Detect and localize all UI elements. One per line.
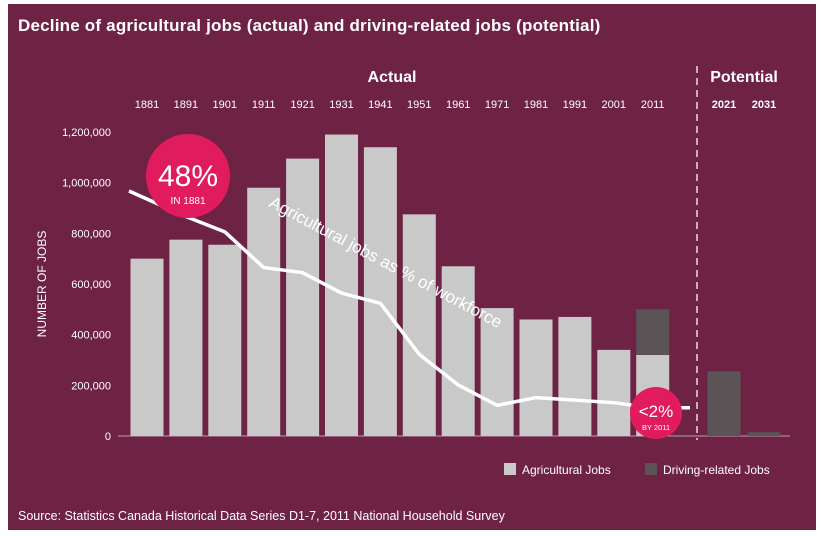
x-tick-label: 1961 [446,99,470,111]
y-tick-label: 600,000 [71,279,111,291]
x-tick-label: 1981 [524,99,548,111]
percent-line [128,189,690,410]
bar-driving [747,432,781,436]
x-tick-label: 1881 [135,99,159,111]
bar-agricultural [286,158,320,436]
x-tick-label: 1991 [563,99,587,111]
x-tick-label: 2011 [641,99,665,111]
y-tick-label: 800,000 [71,228,111,240]
y-tick-label: 1,000,000 [62,178,111,190]
x-tick-label: 1891 [174,99,198,111]
bar-agricultural [597,349,631,436]
bar-driving [636,309,670,355]
callout-caption-1881: IN 1881 [170,196,205,207]
bar-agricultural [480,308,514,436]
legend-label-agricultural: Agricultural Jobs [522,463,611,477]
bar-agricultural [169,239,203,436]
callout-value-1881: 48% [158,160,218,193]
x-tick-label: 1931 [329,99,353,111]
y-tick-label: 200,000 [71,380,111,392]
x-tick-label: 2021 [712,99,736,111]
bar-driving [707,371,741,436]
x-tick-label: 2001 [602,99,626,111]
x-tick-label: 1911 [252,99,276,111]
legend-swatch-driving [645,463,657,475]
bar-agricultural [441,266,475,436]
bar-agricultural [325,134,358,437]
section-label-potential: Potential [710,69,778,86]
chart-source: Source: Statistics Canada Historical Dat… [18,509,505,523]
legend-label-driving: Driving-related Jobs [663,463,770,477]
y-tick-label: 0 [105,431,111,443]
x-tick-label: 1971 [485,99,509,111]
callout-circle-2011 [630,387,682,439]
legend-swatch-agricultural [504,463,516,475]
y-tick-label: 400,000 [71,330,111,342]
callout-value-2011: <2% [639,402,674,421]
bar-agricultural [130,258,164,436]
bar-agricultural [558,316,592,436]
section-label-actual: Actual [368,69,417,86]
y-tick-label: 1,200,000 [62,127,111,139]
callout-caption-2011: BY 2011 [642,423,670,432]
bar-agricultural [363,147,397,436]
x-tick-label: 1951 [407,99,431,111]
x-tick-label: 1921 [290,99,314,111]
x-tick-label: 2031 [752,99,776,111]
bar-agricultural [208,244,242,436]
bar-agricultural [519,319,553,436]
bar-agricultural [402,214,436,436]
chart-title: Decline of agricultural jobs (actual) an… [18,16,601,35]
x-tick-label: 1941 [368,99,392,111]
bar-agricultural [247,187,281,436]
y-axis-label: NUMBER OF JOBS [35,231,49,338]
callout-circle-1881 [146,134,230,218]
x-tick-label: 1901 [213,99,237,111]
